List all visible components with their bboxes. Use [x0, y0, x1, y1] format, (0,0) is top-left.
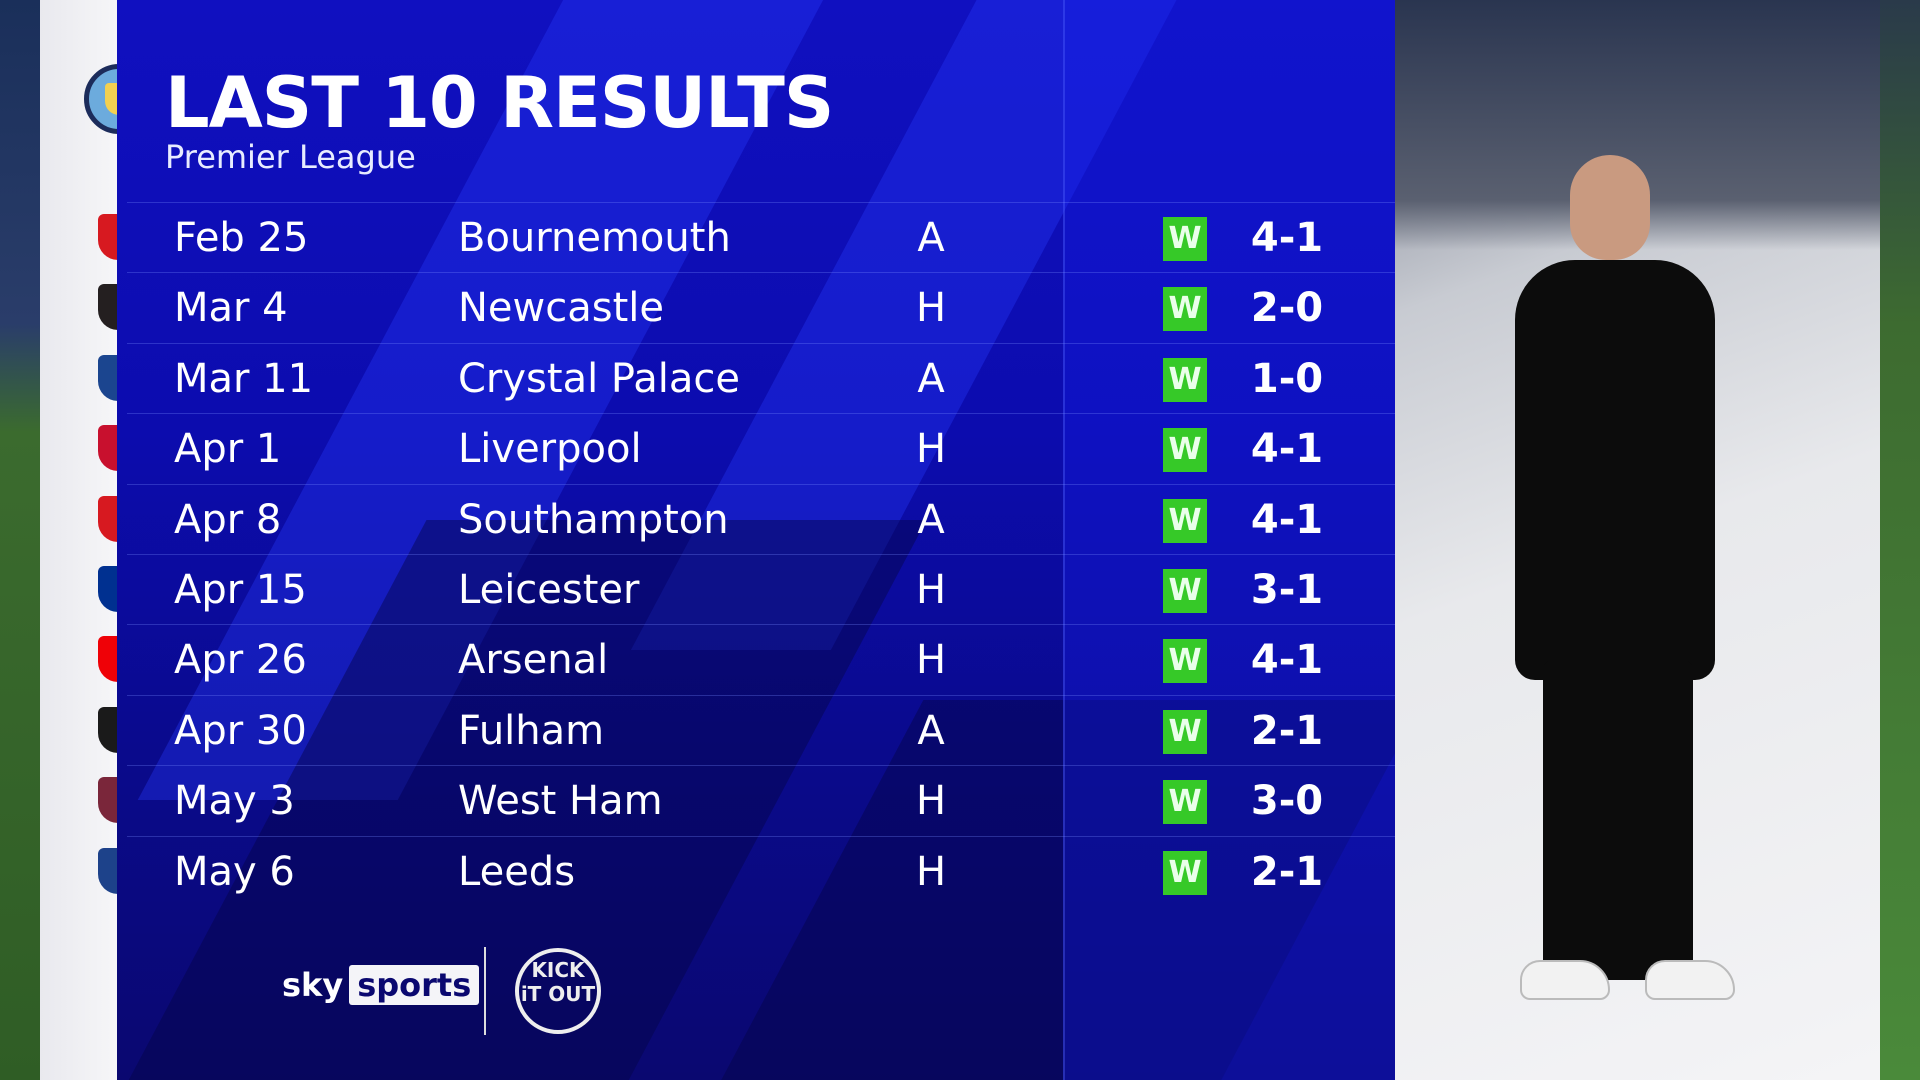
competition-subtitle: Premier League [165, 138, 416, 176]
venue: H [915, 848, 947, 895]
opponent-name: Leicester [458, 567, 640, 613]
result-badge: W [1163, 498, 1207, 543]
result-badge: W [1163, 569, 1207, 613]
result-row: Apr 8 Southampton A W 4-1 [127, 483, 1395, 554]
manager-photo [1395, 0, 1880, 1080]
opponent-name: Bournemouth [458, 215, 731, 261]
match-date: Mar 4 [174, 285, 288, 332]
results-column-bg [1063, 0, 1395, 1080]
venue: H [915, 778, 947, 825]
venue: A [917, 355, 945, 402]
footer-divider [484, 947, 486, 1035]
background-pitch-right [1880, 0, 1920, 1080]
result-badge: W [1163, 639, 1207, 684]
sports-text: sports [349, 965, 480, 1005]
result-badge: W [1163, 709, 1207, 754]
venue: A [917, 707, 945, 754]
result-row: May 6 Leeds H W 2-1 [127, 835, 1395, 906]
match-date: Apr 1 [174, 426, 282, 473]
opponent-name: Fulham [458, 707, 605, 754]
score: 4-1 [1250, 426, 1324, 473]
match-date: Apr 15 [174, 567, 307, 613]
match-date: May 3 [174, 778, 295, 825]
manager-legs [1543, 660, 1693, 980]
result-row: Mar 11 Crystal Palace A W 1-0 [127, 342, 1395, 413]
results-panel: LAST 10 RESULTS Premier League Feb 25 Bou… [117, 0, 1395, 1080]
score: 2-0 [1250, 285, 1324, 332]
match-date: Apr 30 [174, 707, 307, 754]
venue: H [915, 285, 947, 332]
sky-sports-logo: sky sports [282, 965, 480, 1005]
result-row: Apr 1 Liverpool H W 4-1 [127, 413, 1395, 483]
result-row: May 3 West Ham H W 3-0 [127, 765, 1395, 835]
match-date: Feb 25 [174, 215, 309, 261]
shoe [1645, 960, 1735, 1000]
opponent-name: Southampton [458, 496, 729, 543]
score: 4-1 [1250, 637, 1324, 684]
match-date: Mar 11 [174, 355, 314, 402]
result-row: Apr 26 Arsenal H W 4-1 [127, 624, 1395, 694]
opponent-name: West Ham [458, 778, 663, 825]
match-date: May 6 [174, 848, 295, 895]
opponent-name: Crystal Palace [458, 355, 740, 402]
score: 3-1 [1250, 567, 1324, 613]
manager-body [1515, 260, 1715, 680]
score: 4-1 [1250, 215, 1324, 261]
crest-column [40, 0, 154, 1080]
score: 1-0 [1250, 355, 1324, 402]
venue: H [915, 426, 947, 473]
kick-it-out-logo: KICK iT OUT [515, 948, 601, 1034]
venue: A [917, 496, 945, 543]
opponent-name: Liverpool [458, 426, 642, 473]
opponent-name: Arsenal [458, 637, 609, 684]
page-title: LAST 10 RESULTS [165, 62, 834, 144]
result-badge: W [1163, 357, 1207, 402]
result-badge: W [1163, 287, 1207, 332]
match-date: Apr 26 [174, 637, 307, 684]
result-row: Apr 15 Leicester H W 3-1 [127, 554, 1395, 624]
match-date: Apr 8 [174, 496, 282, 543]
score: 4-1 [1250, 496, 1324, 543]
opponent-name: Newcastle [458, 285, 664, 332]
sky-text: sky [282, 966, 344, 1004]
result-badge: W [1163, 850, 1207, 895]
result-badge: W [1163, 217, 1207, 261]
background-pitch-left [0, 0, 40, 1080]
score: 3-0 [1250, 778, 1324, 825]
result-badge: W [1163, 428, 1207, 473]
result-row: Apr 30 Fulham A W 2-1 [127, 694, 1395, 765]
venue: H [915, 567, 947, 613]
shoe [1520, 960, 1610, 1000]
manager-head [1570, 155, 1650, 260]
opponent-name: Leeds [458, 848, 576, 895]
result-row: Mar 4 Newcastle H W 2-0 [127, 272, 1395, 342]
venue: H [915, 637, 947, 684]
score: 2-1 [1250, 848, 1324, 895]
score: 2-1 [1250, 707, 1324, 754]
result-row: Feb 25 Bournemouth A W 4-1 [127, 202, 1395, 272]
venue: A [917, 215, 945, 261]
result-badge: W [1163, 780, 1207, 825]
